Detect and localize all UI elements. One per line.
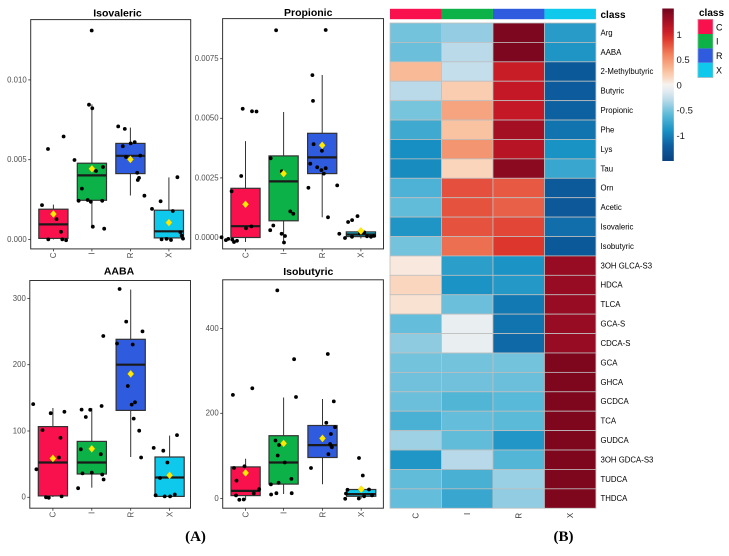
svg-text:0.0000: 0.0000 [195, 233, 220, 242]
svg-text:200: 200 [206, 409, 220, 418]
svg-text:I: I [88, 512, 97, 514]
svg-text:3OH GLCA-S3: 3OH GLCA-S3 [601, 261, 653, 270]
svg-text:0: 0 [214, 494, 219, 503]
svg-text:X: X [357, 252, 366, 258]
svg-text:0.010: 0.010 [7, 75, 27, 84]
svg-text:Tau: Tau [601, 164, 614, 173]
svg-text:(A): (A) [185, 529, 206, 545]
svg-text:R: R [126, 252, 135, 258]
svg-text:GCA-S: GCA-S [601, 320, 626, 329]
svg-text:0.005: 0.005 [7, 155, 27, 164]
svg-text:100: 100 [13, 426, 27, 435]
svg-text:0: 0 [21, 493, 26, 502]
svg-text:0: 0 [677, 80, 682, 91]
svg-text:Isovaleric: Isovaleric [93, 8, 142, 20]
svg-text:Acetic: Acetic [601, 203, 622, 212]
svg-text:Arg: Arg [601, 28, 613, 37]
svg-text:300: 300 [13, 294, 27, 303]
svg-text:R: R [716, 51, 723, 61]
svg-text:Propionic: Propionic [284, 7, 333, 19]
svg-text:X: X [716, 66, 722, 76]
svg-text:Orn: Orn [601, 184, 614, 193]
svg-text:-0.5: -0.5 [677, 106, 693, 117]
svg-text:AABA: AABA [601, 48, 623, 57]
svg-text:GUDCA: GUDCA [601, 436, 630, 445]
svg-text:C: C [49, 511, 58, 517]
svg-text:class: class [601, 10, 626, 21]
svg-text:I: I [279, 252, 288, 254]
svg-text:0.0075: 0.0075 [195, 54, 220, 63]
svg-text:Butyric: Butyric [601, 87, 625, 96]
svg-text:GCDCA: GCDCA [601, 397, 630, 406]
svg-text:0.000: 0.000 [7, 235, 27, 244]
svg-text:Isobutyric: Isobutyric [601, 242, 634, 251]
svg-text:X: X [165, 252, 174, 258]
svg-text:Phe: Phe [601, 126, 615, 135]
svg-text:400: 400 [206, 324, 220, 333]
svg-text:0.0025: 0.0025 [195, 173, 220, 182]
svg-text:THDCA: THDCA [601, 494, 629, 503]
svg-text:0.5: 0.5 [677, 55, 690, 66]
svg-text:TLCA: TLCA [601, 300, 622, 309]
svg-text:I: I [88, 252, 97, 254]
svg-text:I: I [463, 513, 472, 515]
svg-text:CDCA-S: CDCA-S [601, 339, 631, 348]
svg-text:GHCA: GHCA [601, 378, 624, 387]
svg-text:Isovaleric: Isovaleric [601, 223, 634, 232]
svg-text:R: R [318, 511, 327, 517]
svg-text:Lys: Lys [601, 145, 613, 154]
svg-text:C: C [716, 22, 723, 32]
svg-text:200: 200 [13, 360, 27, 369]
svg-text:HDCA: HDCA [601, 281, 624, 290]
svg-text:Isobutyric: Isobutyric [283, 266, 333, 278]
svg-text:class: class [699, 8, 724, 19]
svg-text:TUDCA: TUDCA [601, 475, 629, 484]
svg-text:X: X [165, 511, 174, 517]
svg-text:X: X [566, 512, 575, 518]
svg-text:Propionic: Propionic [601, 106, 634, 115]
svg-text:R: R [127, 511, 136, 517]
svg-text:3OH GDCA-S3: 3OH GDCA-S3 [601, 455, 654, 464]
svg-text:AABA: AABA [104, 265, 135, 277]
svg-text:0.0050: 0.0050 [195, 114, 220, 123]
svg-text:-1: -1 [677, 131, 685, 142]
svg-text:GCA: GCA [601, 358, 619, 367]
svg-text:TCA: TCA [601, 417, 617, 426]
svg-text:I: I [716, 37, 719, 47]
svg-text:R: R [515, 513, 524, 519]
svg-text:(B): (B) [554, 529, 574, 545]
svg-text:C: C [241, 511, 250, 517]
svg-text:2-Methylbutyric: 2-Methylbutyric [601, 67, 654, 76]
svg-text:C: C [241, 252, 250, 258]
svg-text:R: R [318, 252, 327, 258]
svg-text:I: I [279, 512, 288, 514]
svg-text:C: C [49, 252, 58, 258]
svg-text:C: C [412, 513, 421, 519]
svg-text:X: X [357, 511, 366, 517]
svg-text:1: 1 [677, 30, 682, 41]
